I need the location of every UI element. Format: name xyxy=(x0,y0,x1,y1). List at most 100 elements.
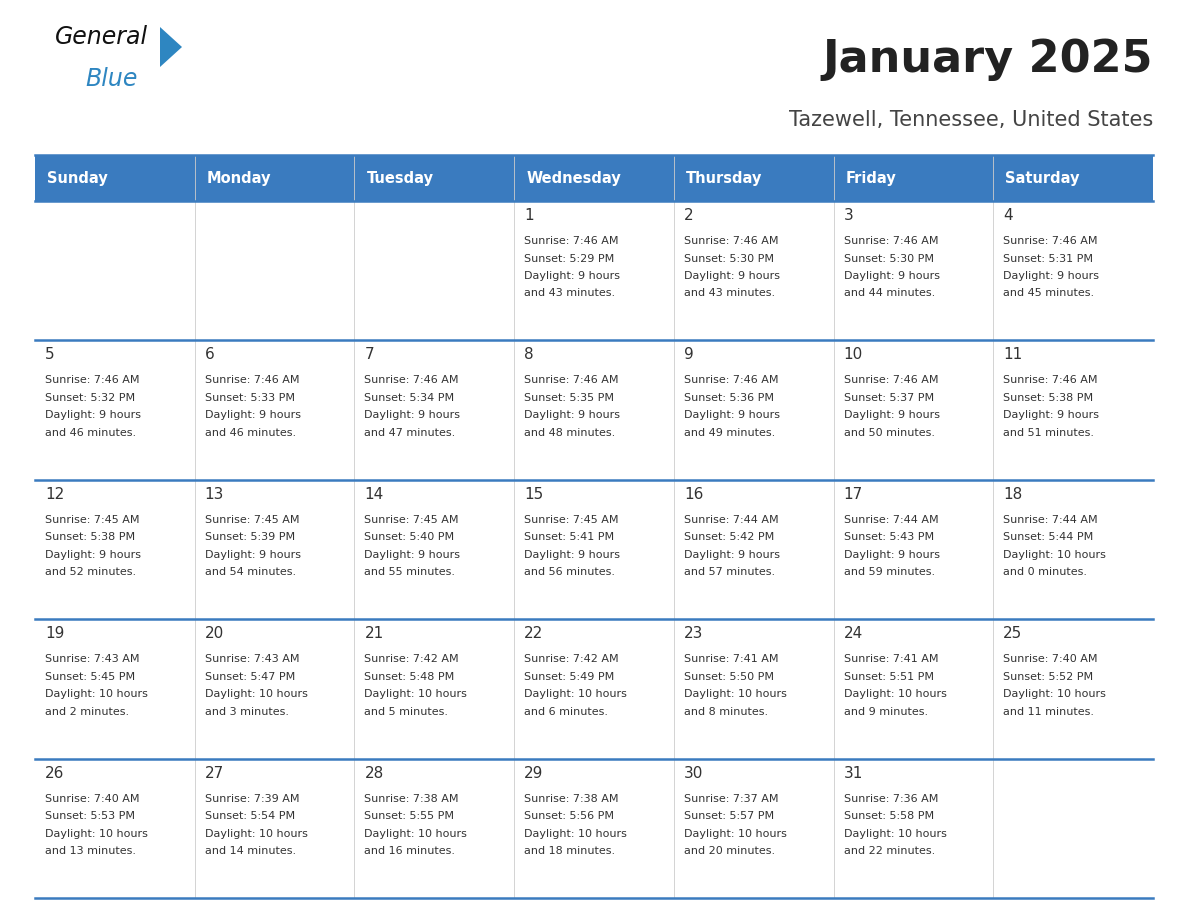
Text: Sunrise: 7:45 AM: Sunrise: 7:45 AM xyxy=(45,515,139,525)
Bar xyxy=(514,620,674,758)
Text: Sunrise: 7:46 AM: Sunrise: 7:46 AM xyxy=(1004,375,1098,386)
Text: and 8 minutes.: and 8 minutes. xyxy=(684,707,767,717)
Bar xyxy=(34,758,195,898)
Text: 20: 20 xyxy=(204,626,225,641)
Text: Sunrise: 7:37 AM: Sunrise: 7:37 AM xyxy=(684,793,778,803)
Text: and 43 minutes.: and 43 minutes. xyxy=(684,288,775,298)
Bar xyxy=(674,201,834,341)
Text: Sunrise: 7:39 AM: Sunrise: 7:39 AM xyxy=(204,793,299,803)
Text: Sunset: 5:53 PM: Sunset: 5:53 PM xyxy=(45,812,135,821)
Text: 21: 21 xyxy=(365,626,384,641)
Text: Daylight: 9 hours: Daylight: 9 hours xyxy=(365,410,461,420)
Text: Sunrise: 7:40 AM: Sunrise: 7:40 AM xyxy=(45,793,139,803)
Text: 24: 24 xyxy=(843,626,862,641)
Text: Daylight: 10 hours: Daylight: 10 hours xyxy=(365,829,467,839)
Text: Sunrise: 7:44 AM: Sunrise: 7:44 AM xyxy=(843,515,939,525)
Text: Sunrise: 7:46 AM: Sunrise: 7:46 AM xyxy=(365,375,459,386)
Text: Daylight: 9 hours: Daylight: 9 hours xyxy=(1004,410,1099,420)
Text: 17: 17 xyxy=(843,487,862,502)
Bar xyxy=(34,620,195,758)
Text: Friday: Friday xyxy=(846,171,896,185)
Bar xyxy=(993,201,1154,341)
Bar xyxy=(674,758,834,898)
Text: Sunrise: 7:46 AM: Sunrise: 7:46 AM xyxy=(524,375,619,386)
Text: and 46 minutes.: and 46 minutes. xyxy=(204,428,296,438)
Bar xyxy=(195,201,354,341)
Text: Sunset: 5:48 PM: Sunset: 5:48 PM xyxy=(365,672,455,682)
Text: Sunrise: 7:46 AM: Sunrise: 7:46 AM xyxy=(204,375,299,386)
Bar xyxy=(674,480,834,620)
Text: Sunset: 5:55 PM: Sunset: 5:55 PM xyxy=(365,812,455,821)
Text: Sunset: 5:42 PM: Sunset: 5:42 PM xyxy=(684,532,775,543)
Text: Daylight: 10 hours: Daylight: 10 hours xyxy=(1004,689,1106,700)
Text: Sunday: Sunday xyxy=(48,171,108,185)
Bar xyxy=(354,201,514,341)
Text: and 48 minutes.: and 48 minutes. xyxy=(524,428,615,438)
Text: Daylight: 10 hours: Daylight: 10 hours xyxy=(524,829,627,839)
Text: Sunrise: 7:38 AM: Sunrise: 7:38 AM xyxy=(524,793,619,803)
Bar xyxy=(834,480,993,620)
Text: Sunrise: 7:36 AM: Sunrise: 7:36 AM xyxy=(843,793,939,803)
Text: Daylight: 10 hours: Daylight: 10 hours xyxy=(1004,550,1106,560)
Text: 23: 23 xyxy=(684,626,703,641)
Text: Sunrise: 7:43 AM: Sunrise: 7:43 AM xyxy=(204,655,299,665)
Text: 11: 11 xyxy=(1004,347,1023,363)
Text: Sunrise: 7:46 AM: Sunrise: 7:46 AM xyxy=(684,375,778,386)
Text: Daylight: 10 hours: Daylight: 10 hours xyxy=(45,689,147,700)
Text: 15: 15 xyxy=(524,487,543,502)
Text: and 5 minutes.: and 5 minutes. xyxy=(365,707,448,717)
Text: 18: 18 xyxy=(1004,487,1023,502)
Text: Sunset: 5:34 PM: Sunset: 5:34 PM xyxy=(365,393,455,403)
Text: Sunset: 5:36 PM: Sunset: 5:36 PM xyxy=(684,393,773,403)
Text: Daylight: 9 hours: Daylight: 9 hours xyxy=(1004,271,1099,281)
Text: and 52 minutes.: and 52 minutes. xyxy=(45,567,137,577)
Text: Sunset: 5:40 PM: Sunset: 5:40 PM xyxy=(365,532,455,543)
Bar xyxy=(674,341,834,480)
Text: 28: 28 xyxy=(365,766,384,780)
Text: and 11 minutes.: and 11 minutes. xyxy=(1004,707,1094,717)
Text: Sunset: 5:29 PM: Sunset: 5:29 PM xyxy=(524,253,614,263)
Text: Daylight: 10 hours: Daylight: 10 hours xyxy=(204,829,308,839)
Bar xyxy=(674,620,834,758)
Text: Monday: Monday xyxy=(207,171,271,185)
Polygon shape xyxy=(160,27,182,67)
Text: Daylight: 10 hours: Daylight: 10 hours xyxy=(843,829,947,839)
Text: Sunset: 5:52 PM: Sunset: 5:52 PM xyxy=(1004,672,1093,682)
Text: Sunset: 5:54 PM: Sunset: 5:54 PM xyxy=(204,812,295,821)
Bar xyxy=(993,758,1154,898)
Text: and 9 minutes.: and 9 minutes. xyxy=(843,707,928,717)
Text: Sunset: 5:30 PM: Sunset: 5:30 PM xyxy=(684,253,773,263)
Text: Daylight: 10 hours: Daylight: 10 hours xyxy=(843,689,947,700)
Text: Sunset: 5:57 PM: Sunset: 5:57 PM xyxy=(684,812,775,821)
Text: Sunset: 5:37 PM: Sunset: 5:37 PM xyxy=(843,393,934,403)
Text: Daylight: 9 hours: Daylight: 9 hours xyxy=(45,550,141,560)
Text: and 18 minutes.: and 18 minutes. xyxy=(524,846,615,856)
Text: and 54 minutes.: and 54 minutes. xyxy=(204,567,296,577)
Text: Wednesday: Wednesday xyxy=(526,171,621,185)
Text: and 44 minutes.: and 44 minutes. xyxy=(843,288,935,298)
Text: and 2 minutes.: and 2 minutes. xyxy=(45,707,129,717)
Text: Sunrise: 7:46 AM: Sunrise: 7:46 AM xyxy=(524,236,619,246)
Text: Daylight: 9 hours: Daylight: 9 hours xyxy=(204,550,301,560)
Bar xyxy=(354,620,514,758)
Text: Sunset: 5:49 PM: Sunset: 5:49 PM xyxy=(524,672,614,682)
Text: Sunset: 5:51 PM: Sunset: 5:51 PM xyxy=(843,672,934,682)
Text: 14: 14 xyxy=(365,487,384,502)
Text: Sunrise: 7:46 AM: Sunrise: 7:46 AM xyxy=(843,375,939,386)
Text: and 16 minutes.: and 16 minutes. xyxy=(365,846,455,856)
Text: 8: 8 xyxy=(524,347,533,363)
Text: and 45 minutes.: and 45 minutes. xyxy=(1004,288,1094,298)
Bar xyxy=(993,480,1154,620)
Text: 29: 29 xyxy=(524,766,544,780)
Bar xyxy=(354,480,514,620)
Text: Sunrise: 7:42 AM: Sunrise: 7:42 AM xyxy=(524,655,619,665)
Text: Sunrise: 7:45 AM: Sunrise: 7:45 AM xyxy=(204,515,299,525)
Text: Daylight: 10 hours: Daylight: 10 hours xyxy=(524,689,627,700)
Text: 4: 4 xyxy=(1004,208,1013,223)
Text: and 0 minutes.: and 0 minutes. xyxy=(1004,567,1087,577)
Text: and 6 minutes.: and 6 minutes. xyxy=(524,707,608,717)
Text: Saturday: Saturday xyxy=(1005,171,1080,185)
Text: and 56 minutes.: and 56 minutes. xyxy=(524,567,615,577)
Text: Sunset: 5:32 PM: Sunset: 5:32 PM xyxy=(45,393,135,403)
Text: Sunrise: 7:45 AM: Sunrise: 7:45 AM xyxy=(524,515,619,525)
